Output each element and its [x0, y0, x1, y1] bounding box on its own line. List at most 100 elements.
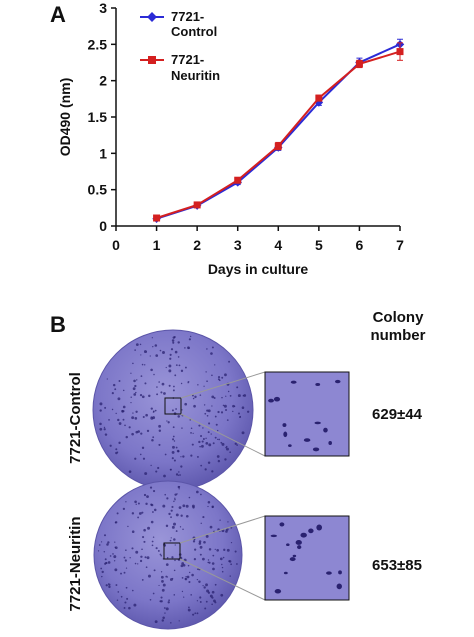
colony-dot: [134, 349, 136, 351]
colony-dot: [115, 451, 118, 455]
colony-dot: [171, 450, 175, 454]
colony-dot: [169, 578, 173, 581]
colony-dot: [174, 493, 177, 496]
colony-dot: [169, 539, 172, 542]
colony-dot: [184, 577, 188, 581]
colony-dot: [144, 364, 146, 366]
colony-dot: [175, 473, 179, 476]
colony-dot: [135, 343, 139, 346]
colony-dot: [108, 418, 110, 421]
colony-dot: [160, 571, 163, 573]
colony-dot: [164, 612, 166, 614]
colony-dot: [184, 402, 188, 406]
zoom-connector-top-neuritin: [179, 515, 266, 544]
zoom-colonies-neuritin: [270, 522, 342, 594]
colony-dot: [161, 580, 164, 583]
colony-dot: [220, 593, 224, 597]
colony-dot: [150, 503, 153, 506]
panel-b-letter: B: [50, 312, 66, 337]
colony-dot: [158, 424, 161, 428]
colony-dot: [109, 444, 112, 447]
colony-dot: [204, 468, 207, 471]
zoom-colony: [295, 540, 302, 545]
colony-dot: [199, 596, 202, 599]
colony-dot: [134, 562, 137, 565]
colony-dot: [115, 412, 117, 415]
colony-dot: [121, 409, 124, 413]
colony-dot: [225, 395, 227, 397]
colony-dot: [246, 410, 250, 413]
y-axis-label: OD490 (nm): [57, 78, 73, 157]
colony-dot: [226, 419, 229, 421]
colony-count-neuritin: 653±85: [372, 557, 422, 574]
colony-dot: [128, 606, 131, 610]
colony-dot: [140, 375, 143, 378]
colony-dot: [228, 360, 231, 363]
colony-dot: [176, 493, 178, 495]
colony-dot: [171, 556, 174, 559]
colony-dot: [104, 558, 107, 561]
colony-dot: [185, 576, 187, 578]
colony-dot: [141, 446, 145, 450]
legend-label-neuritin-1: 7721-: [171, 52, 204, 67]
colony-dot: [131, 530, 135, 534]
colony-dot: [122, 507, 126, 511]
colony-dot: [180, 456, 182, 458]
colony-dot: [162, 583, 166, 587]
colony-dot: [172, 341, 175, 344]
colony-count-control: 629±44: [372, 406, 423, 423]
colony-dot: [196, 455, 199, 458]
colony-dot: [159, 349, 162, 352]
colony-dot: [131, 589, 134, 592]
data-point-neuritin: [234, 176, 242, 184]
colony-dot: [137, 516, 140, 519]
legend-marker-neuritin: [148, 56, 156, 64]
colony-dot: [169, 469, 172, 471]
colony-dot: [205, 437, 207, 440]
zoom-connector-top-control: [180, 371, 266, 399]
colony-dot: [206, 414, 209, 417]
colony-dot: [103, 534, 107, 537]
colony-dot: [236, 444, 238, 446]
colony-dot: [101, 570, 104, 574]
colony-dot: [243, 394, 247, 397]
panel-a-letter: A: [50, 2, 66, 27]
colony-dot: [178, 364, 181, 367]
data-point-neuritin: [193, 201, 201, 209]
zoom-colony: [282, 423, 287, 427]
colony-dot: [215, 423, 218, 426]
colony-dot: [134, 384, 137, 388]
colony-dot: [187, 608, 191, 612]
colony-dot: [175, 513, 179, 517]
colony-dot: [146, 556, 150, 560]
colony-dot: [149, 355, 151, 357]
zoom-colony: [297, 545, 302, 550]
colony-dot: [103, 551, 106, 553]
colony-dot: [173, 522, 176, 526]
colony-dot: [213, 396, 216, 399]
colony-dot: [146, 429, 150, 433]
colony-dot: [168, 384, 171, 387]
colony-dot: [137, 563, 139, 565]
data-point-neuritin: [396, 48, 404, 56]
colony-dot: [168, 599, 170, 602]
colony-dot: [141, 579, 144, 581]
colony-dot: [182, 528, 184, 531]
colony-dot: [221, 566, 224, 569]
colony-dot: [188, 571, 191, 574]
x-tick-label: 1: [153, 237, 161, 253]
colony-dot: [216, 548, 219, 552]
colony-dot: [224, 458, 227, 461]
colony-dot: [175, 408, 177, 410]
colony-dot: [182, 504, 186, 508]
zoom-colony: [314, 421, 321, 425]
colony-dot: [161, 382, 165, 386]
colony-dot: [122, 418, 125, 421]
colony-dot: [118, 379, 121, 382]
dish-colonies-control: [99, 335, 250, 478]
colony-dot: [216, 429, 219, 432]
colony-dot: [142, 457, 146, 460]
colony-dot: [99, 427, 103, 431]
colony-dot: [229, 394, 232, 397]
colony-dot: [206, 380, 208, 383]
